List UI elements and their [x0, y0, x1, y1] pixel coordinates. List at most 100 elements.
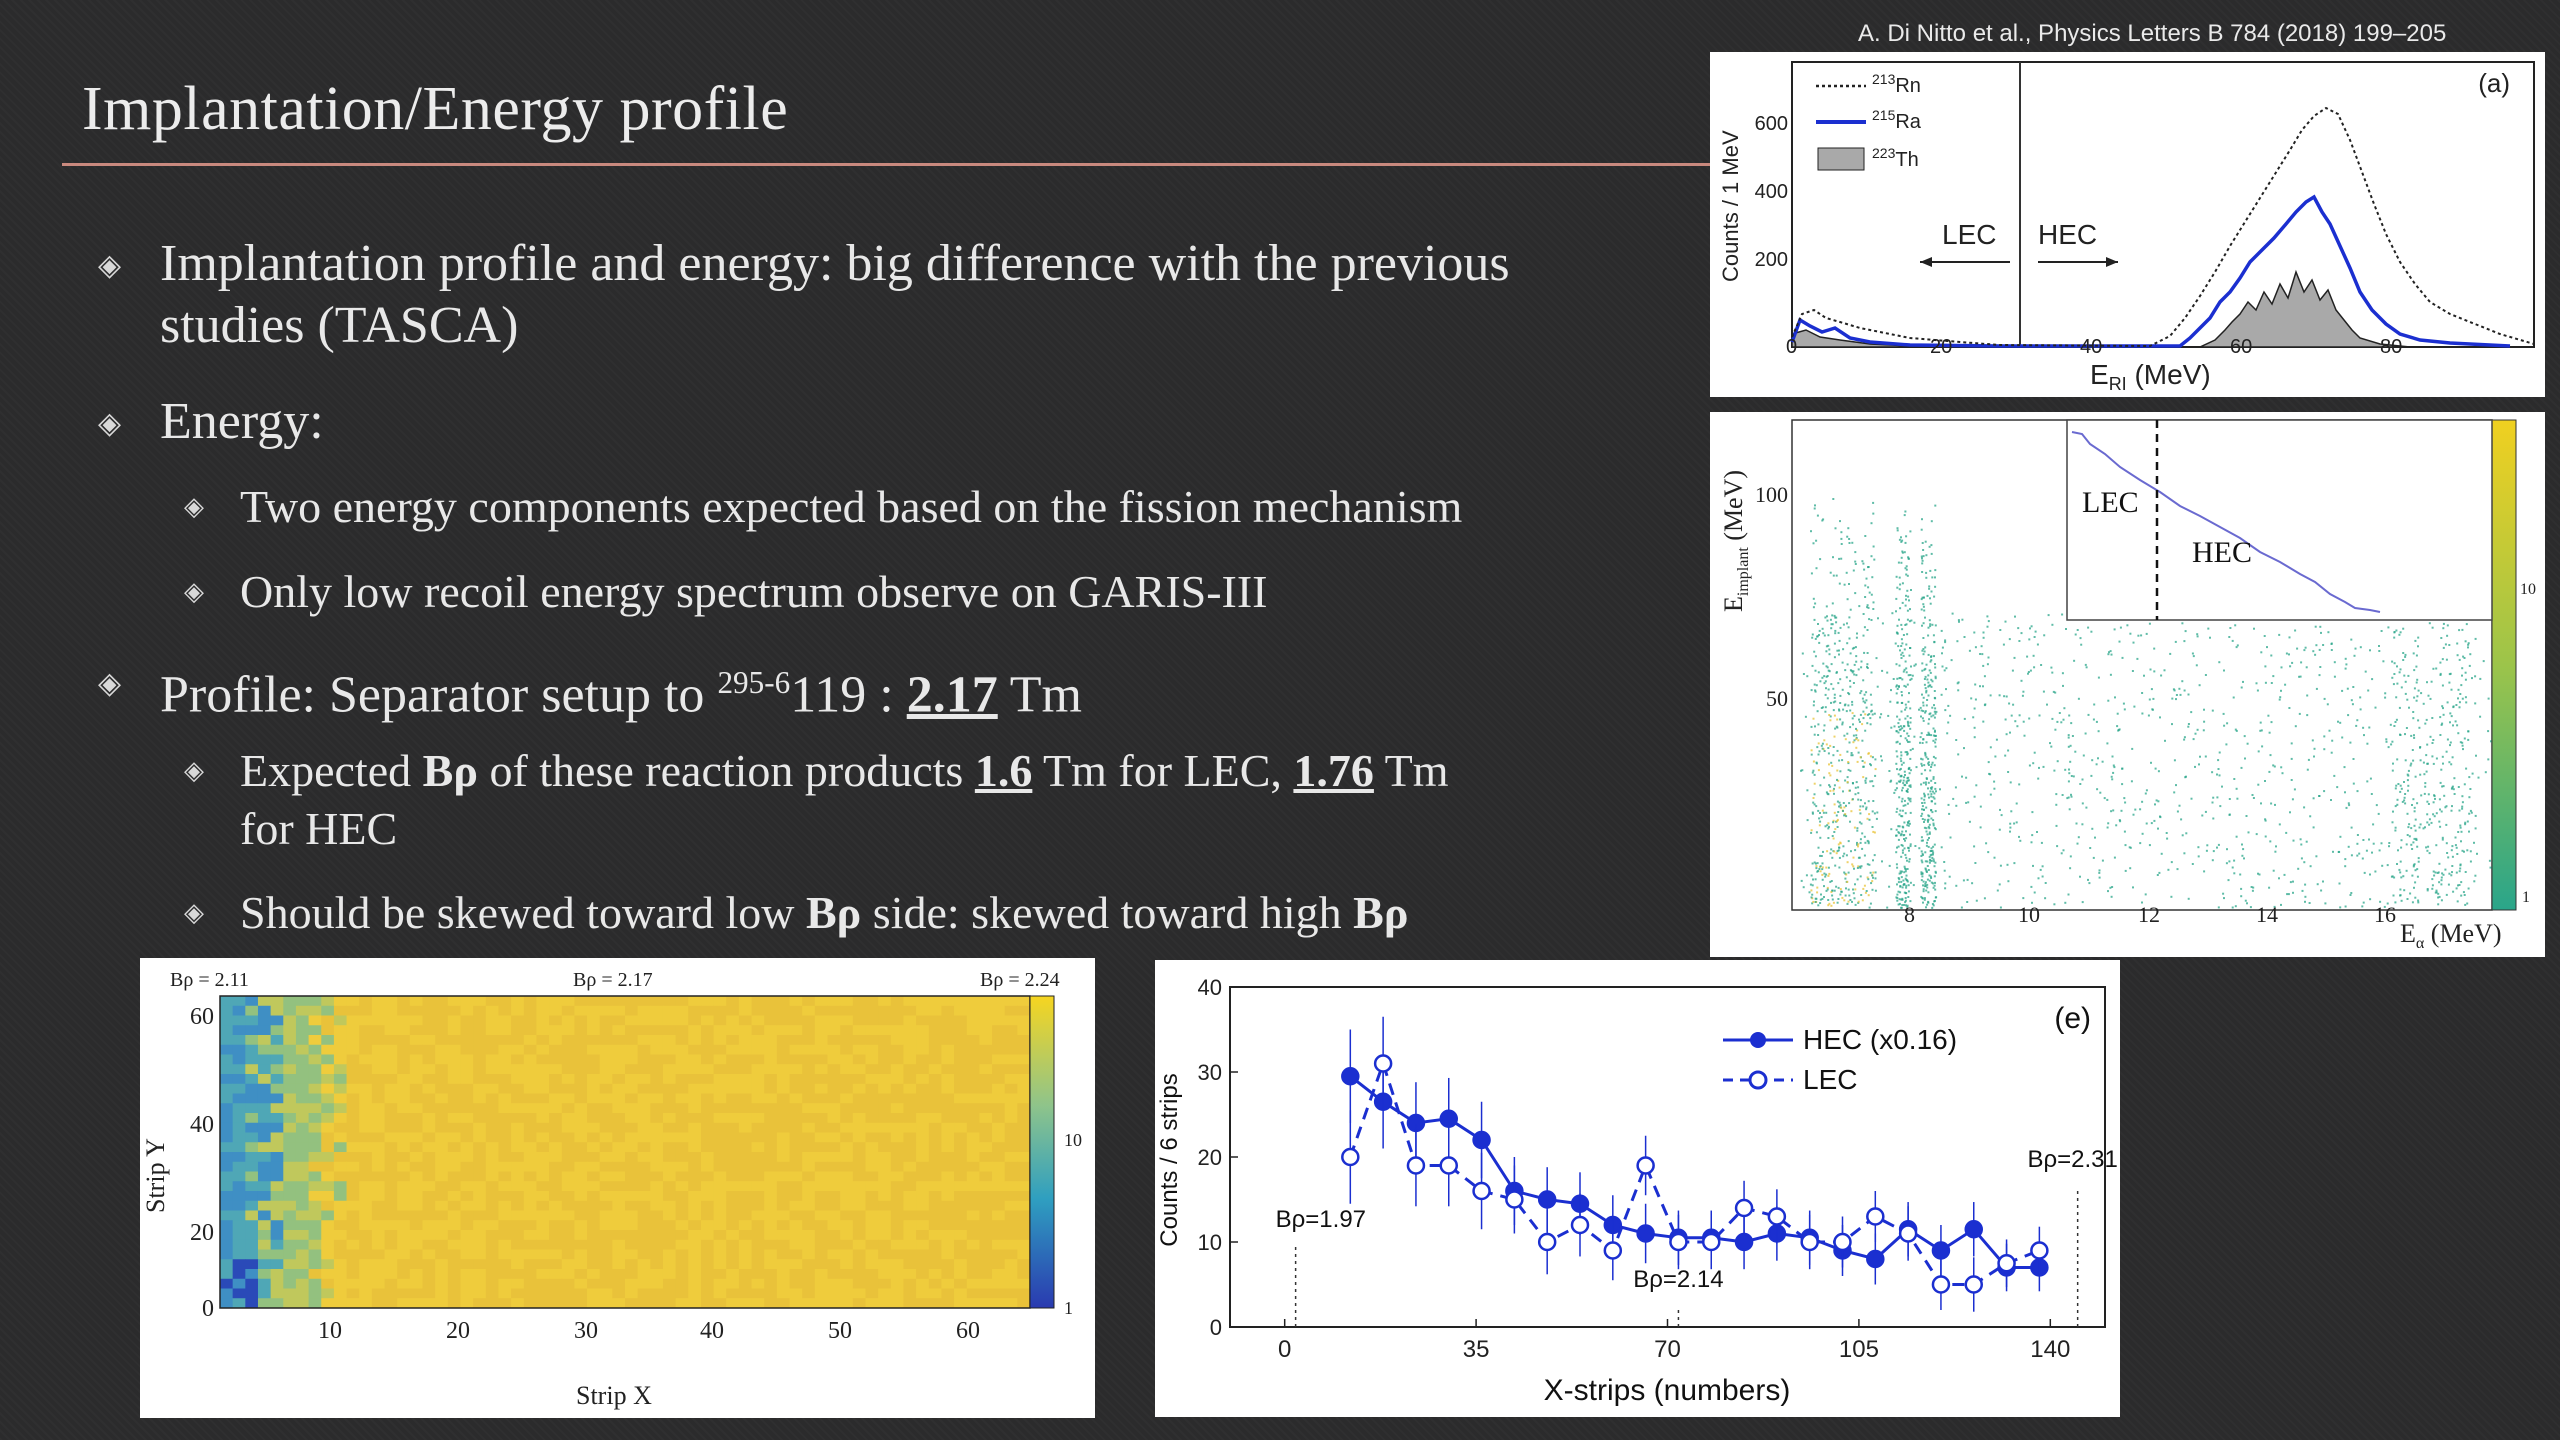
heatmap-cell — [498, 1288, 512, 1299]
scatter-point — [2344, 858, 2347, 861]
panel-a-ylabel: Counts / 1 MeV — [1718, 130, 1743, 282]
scatter-point — [2427, 694, 2430, 697]
heatmap-cell — [371, 1015, 385, 1026]
scatter-point — [1826, 850, 1829, 853]
scatter-point — [2274, 850, 2277, 853]
heatmap-cell — [852, 1298, 866, 1309]
scatter-point — [1957, 689, 1960, 692]
heatmap-cell — [966, 1152, 980, 1163]
heatmap-cell — [738, 1074, 752, 1085]
scatter-point — [2396, 798, 2399, 801]
scatter-point — [2154, 767, 2157, 770]
heatmap-cell — [903, 1054, 917, 1065]
heatmap-cell — [814, 1015, 828, 1026]
scatter-point — [2403, 674, 2406, 677]
scatter-point — [1830, 663, 1833, 666]
scatter-point — [2223, 897, 2225, 900]
scatter-point — [2280, 666, 2283, 669]
scatter-point — [2275, 845, 2277, 848]
heatmap-cell — [662, 1239, 677, 1250]
heatmap-cell — [662, 1152, 677, 1163]
scatter-point — [1833, 784, 1836, 787]
heatmap-cell — [346, 1103, 360, 1114]
heatmap-cell — [954, 1142, 968, 1153]
scatter-point — [2489, 866, 2492, 869]
scatter-point — [1930, 552, 1933, 555]
scatter-point — [2141, 800, 2144, 803]
heatmap-cell — [359, 1064, 373, 1075]
heatmap-cell — [637, 1005, 651, 1016]
scatter-point — [2263, 635, 2266, 637]
scatter-point — [1923, 678, 1926, 680]
heatmap-cell — [954, 1278, 968, 1289]
scatter-point — [1851, 703, 1854, 706]
heatmap-cell — [625, 996, 639, 1007]
scatter-point — [2442, 622, 2445, 625]
heatmap-cell — [814, 1083, 828, 1094]
scatter-point — [1831, 602, 1834, 605]
heatmap-cell — [561, 1249, 575, 1260]
scatter-point — [1922, 696, 1925, 699]
scatter-point — [2468, 796, 2471, 799]
heatmap-cell — [232, 1015, 246, 1026]
tick-label: 0 — [202, 1296, 214, 1322]
scatter-point — [1813, 803, 1816, 806]
scatter-point — [1943, 869, 1946, 872]
heatmap-cell — [220, 1103, 234, 1114]
heatmap-cell — [878, 1200, 892, 1211]
heatmap-cell — [460, 1181, 474, 1192]
heatmap-cell — [485, 1298, 499, 1309]
heatmap-cell — [802, 1210, 816, 1221]
scatter-point — [1863, 761, 1866, 764]
heatmap-cell — [852, 1103, 866, 1114]
heatmap-cell — [220, 1181, 234, 1192]
heatmap-cell — [878, 1181, 892, 1192]
isotope-mass: 295-6 — [717, 665, 791, 700]
heatmap-cell — [726, 1083, 740, 1094]
heatmap-cell — [966, 1288, 980, 1299]
heatmap-cell — [865, 1044, 879, 1055]
heatmap-cell — [523, 1064, 537, 1075]
heatmap-cell — [473, 1239, 487, 1250]
heatmap-cell — [979, 1103, 993, 1114]
heatmap-cell — [637, 1230, 651, 1241]
scatter-point — [2019, 839, 2022, 842]
scatter-point — [2264, 818, 2267, 821]
scatter-point — [1818, 868, 1821, 870]
heatmap-cell — [625, 1269, 639, 1280]
heatmap-cell — [928, 1210, 942, 1221]
scatter-point — [2426, 743, 2429, 746]
scatter-point — [1872, 859, 1874, 862]
scatter-point — [1934, 741, 1937, 744]
heatmap-cell — [511, 1113, 525, 1124]
scatter-point — [2091, 827, 2094, 830]
scatter-point — [1857, 792, 1860, 795]
scatter-point — [1841, 688, 1844, 691]
scatter-point — [1933, 641, 1936, 644]
scatter-point — [1905, 573, 1908, 576]
tick-label: 10 — [2018, 902, 2040, 927]
heatmap-cell — [802, 1200, 816, 1211]
heatmap-cell — [523, 1171, 537, 1182]
heatmap-cell — [1004, 1015, 1018, 1026]
heatmap-cell — [688, 1142, 702, 1153]
scatter-point — [1922, 637, 1925, 639]
scatter-point — [1905, 856, 1908, 859]
scatter-point — [2145, 789, 2148, 792]
scatter-point — [1831, 898, 1834, 901]
scatter-point — [1907, 700, 1910, 703]
heatmap-cell — [384, 1025, 398, 1036]
heatmap-cell — [435, 1035, 449, 1046]
heatmap-cell — [852, 1064, 866, 1075]
scatter-point — [1825, 811, 1828, 814]
brho-mid-label: Bρ = 2.17 — [573, 969, 653, 991]
scatter-point — [1926, 883, 1929, 886]
heatmap-cell — [1004, 1103, 1018, 1114]
scatter-point — [2344, 905, 2347, 908]
scatter-point — [2487, 730, 2490, 733]
heatmap-cell — [928, 1093, 942, 1104]
scatter-point — [2391, 676, 2394, 679]
scatter-point — [1861, 899, 1864, 902]
heatmap-cell — [232, 1064, 246, 1075]
heatmap-cell — [257, 1025, 272, 1036]
